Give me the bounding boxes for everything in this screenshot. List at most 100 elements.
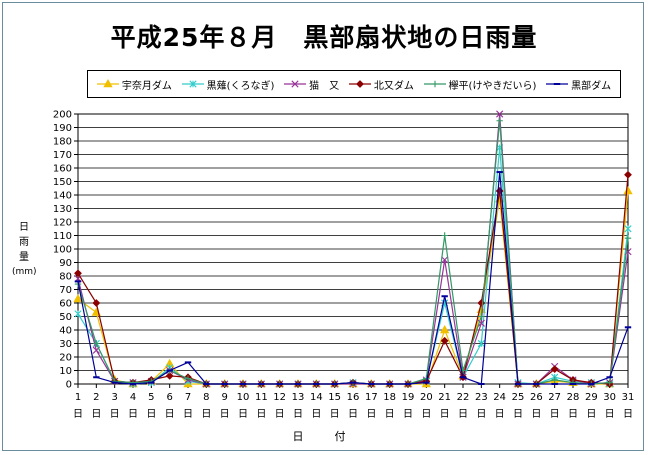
y-axis-label: 日 雨 量 (mm) xyxy=(12,220,37,280)
data-point xyxy=(624,225,632,233)
legend-marker xyxy=(355,80,364,88)
x-tick-suffix: 日 xyxy=(403,409,413,420)
data-point xyxy=(184,375,192,382)
x-tick-label: 23 xyxy=(475,392,488,403)
y-tick-label: 40 xyxy=(59,326,72,337)
x-tick-suffix: 日 xyxy=(366,409,376,420)
x-tick-suffix: 日 xyxy=(550,409,560,420)
data-point xyxy=(550,365,559,374)
x-axis-label: 日 付 xyxy=(292,430,356,443)
legend-item: 宇奈月ダム xyxy=(96,77,172,92)
x-tick-label: 26 xyxy=(530,392,543,403)
data-point xyxy=(624,170,632,179)
y-tick-label: 200 xyxy=(53,110,72,121)
x-tick-label: 14 xyxy=(310,392,323,403)
x-tick-label: 8 xyxy=(203,392,209,403)
x-tick-label: 27 xyxy=(548,392,561,403)
legend: 宇奈月ダム 黒薙(くろなぎ) 猫 又 北又ダム 欅平(けやきだいら) 黒部ダム xyxy=(87,70,621,98)
x-tick-suffix: 日 xyxy=(348,409,358,420)
data-point xyxy=(74,269,82,278)
x-tick-suffix: 日 xyxy=(238,409,248,420)
x-tick-label: 24 xyxy=(493,392,506,403)
data-point xyxy=(440,324,450,334)
x-tick-suffix: 日 xyxy=(73,409,83,420)
legend-label: 猫 又 xyxy=(309,80,340,92)
x-tick-suffix: 日 xyxy=(385,409,395,420)
data-point xyxy=(441,232,448,239)
x-tick-label: 22 xyxy=(457,392,470,403)
y-tick-label: 100 xyxy=(53,245,72,256)
x-tick-label: 17 xyxy=(365,392,378,403)
x-tick-label: 7 xyxy=(185,392,191,403)
y-tick-label: 50 xyxy=(59,312,72,323)
series-5 xyxy=(74,171,632,385)
x-tick-suffix: 日 xyxy=(531,409,541,420)
y-tick-label: 110 xyxy=(53,231,72,242)
y-tick-label: 160 xyxy=(53,164,72,175)
y-tick-label: 10 xyxy=(59,366,72,377)
data-point xyxy=(165,371,174,380)
x-tick-suffix: 日 xyxy=(458,409,468,420)
x-tick-label: 30 xyxy=(603,392,616,403)
x-tick-label: 5 xyxy=(148,392,154,403)
x-tick-suffix: 日 xyxy=(311,409,321,420)
legend-item: 欅平(けやきだいら) xyxy=(423,77,537,92)
legend-marker xyxy=(188,80,197,88)
x-tick-suffix: 日 xyxy=(586,409,596,420)
x-tick-suffix: 日 xyxy=(440,409,450,420)
y-tick-label: 0 xyxy=(66,380,72,391)
y-tick-label: 90 xyxy=(59,258,72,269)
data-point xyxy=(624,235,632,242)
x-tick-label: 13 xyxy=(292,392,305,403)
x-tick-suffix: 日 xyxy=(165,409,175,420)
x-tick-suffix: 日 xyxy=(275,409,285,420)
data-point xyxy=(441,256,449,264)
data-point xyxy=(93,340,100,347)
legend-item: 黒薙(くろなぎ) xyxy=(181,77,275,92)
x-tick-label: 28 xyxy=(567,392,580,403)
data-point xyxy=(496,110,504,118)
legend-item: 黒部ダム xyxy=(546,77,611,92)
data-point xyxy=(477,339,485,348)
x-tick-suffix: 日 xyxy=(421,409,431,420)
data-point xyxy=(92,299,101,307)
x-tick-label: 12 xyxy=(273,392,286,403)
legend-marker xyxy=(431,80,438,88)
legend-label: 欅平(けやきだいら) xyxy=(448,80,537,92)
x-tick-suffix: 日 xyxy=(91,409,101,420)
x-tick-label: 2 xyxy=(93,392,99,403)
x-tick-label: 11 xyxy=(255,392,268,403)
x-tick-label: 9 xyxy=(221,392,227,403)
x-tick-suffix: 日 xyxy=(146,409,156,420)
y-tick-label: 130 xyxy=(53,204,72,215)
x-tick-label: 31 xyxy=(622,392,635,403)
chart-title: 平成25年８月 黒部扇状地の日雨量 xyxy=(110,23,538,52)
y-tick-label: 170 xyxy=(53,150,72,161)
x-tick-suffix: 日 xyxy=(256,409,266,420)
x-tick-label: 19 xyxy=(402,392,415,403)
y-axis-label-char: 雨 xyxy=(19,237,29,248)
x-tick-label: 4 xyxy=(130,392,136,403)
x-tick-suffix: 日 xyxy=(201,409,211,420)
data-point xyxy=(496,117,503,124)
legend-swatch xyxy=(181,80,204,88)
legend-label: 黒薙(くろなぎ) xyxy=(206,80,275,92)
legend-item: 猫 又 xyxy=(284,77,339,92)
x-tick-suffix: 日 xyxy=(605,409,615,420)
y-axis-label-unit: (mm) xyxy=(12,267,37,277)
x-tick-suffix: 日 xyxy=(476,409,486,420)
x-tick-label: 18 xyxy=(383,392,396,403)
x-tick-suffix: 日 xyxy=(623,409,633,420)
x-tick-label: 6 xyxy=(166,392,172,403)
x-tick-label: 3 xyxy=(111,392,117,403)
x-tick-label: 1 xyxy=(75,392,81,403)
y-tick-label: 120 xyxy=(53,218,72,229)
data-point xyxy=(551,376,558,384)
legend-swatch xyxy=(96,79,119,88)
x-tick-suffix: 日 xyxy=(568,409,578,420)
y-tick-label: 30 xyxy=(59,339,72,350)
data-point xyxy=(73,293,83,303)
data-point xyxy=(440,336,449,345)
legend-marker xyxy=(291,80,299,88)
